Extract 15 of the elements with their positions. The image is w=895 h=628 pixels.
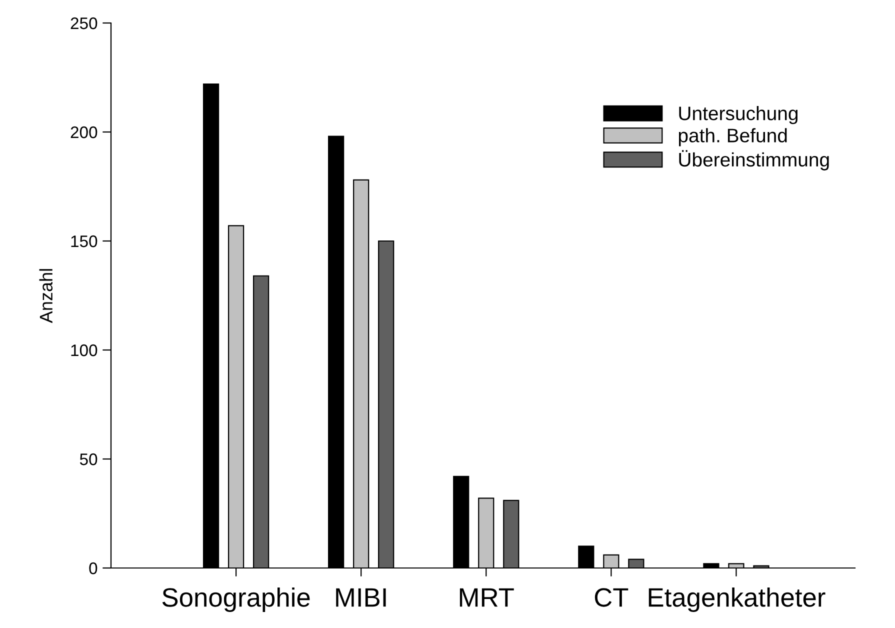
x-tick-label: Sonographie — [162, 587, 310, 612]
y-axis-title: Anzahl — [39, 269, 53, 324]
y-tick-label: 200 — [70, 126, 98, 138]
legend-label: path. Befund — [678, 128, 787, 146]
legend-label: Untersuchung — [679, 106, 798, 124]
x-tick-label: MIBI — [336, 588, 386, 607]
x-tick-label: CT — [594, 588, 628, 607]
y-tick-label: 50 — [80, 453, 98, 466]
legend-label: Übereinstimmung — [679, 150, 829, 170]
x-tick-label: Etagenkatheter — [648, 587, 826, 612]
y-tick-label: 100 — [71, 344, 98, 356]
y-tick-label: 0 — [89, 562, 98, 574]
x-tick-label: MRT — [460, 588, 514, 607]
y-tick-label: 150 — [71, 235, 98, 248]
y-tick-label: 250 — [70, 17, 98, 30]
